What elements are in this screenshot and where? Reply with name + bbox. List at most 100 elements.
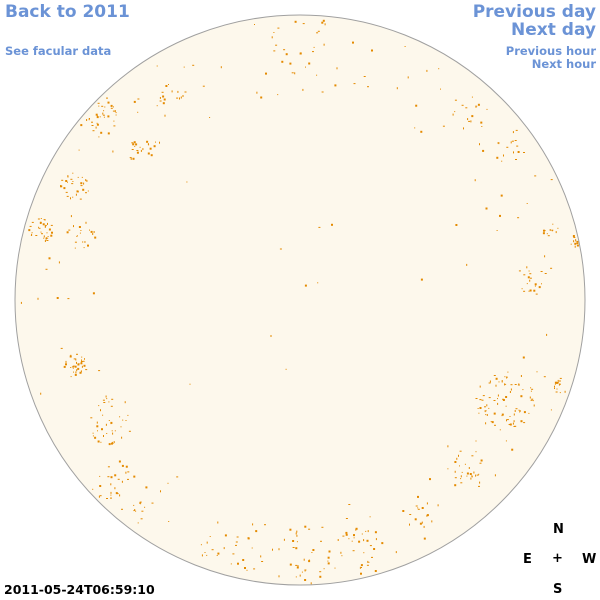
facular-point	[467, 118, 469, 121]
facular-point	[133, 510, 135, 512]
facular-point	[544, 255, 546, 258]
facular-point	[72, 172, 74, 174]
facular-point	[113, 106, 114, 108]
facular-point	[321, 91, 324, 93]
facular-point	[76, 369, 78, 372]
facular-point	[534, 285, 536, 287]
facular-point	[204, 552, 206, 553]
facular-point	[497, 142, 500, 144]
facular-point	[555, 231, 557, 234]
facular-point	[360, 572, 362, 575]
facular-point	[447, 468, 449, 470]
facular-point	[77, 367, 80, 370]
facular-point	[87, 244, 89, 247]
facular-point	[76, 235, 78, 237]
facular-point	[97, 430, 98, 432]
next-hour-link[interactable]: Next hour	[531, 57, 596, 71]
facular-point	[285, 368, 287, 370]
facular-point	[124, 401, 126, 404]
facular-point	[371, 556, 373, 558]
see-facular-data-link[interactable]: See facular data	[5, 44, 112, 58]
facular-point	[283, 49, 286, 51]
facular-point	[454, 99, 457, 101]
facular-point	[478, 473, 480, 475]
facular-point	[361, 567, 362, 568]
facular-point	[83, 364, 86, 367]
facular-point	[550, 179, 553, 181]
facular-point	[70, 376, 72, 378]
facular-point	[125, 471, 127, 474]
facular-point	[202, 85, 205, 87]
facular-point	[47, 236, 49, 237]
facular-point	[297, 565, 299, 568]
next-day-link[interactable]: Next day	[511, 20, 596, 40]
facular-point	[128, 430, 131, 432]
facular-point	[137, 522, 139, 524]
facular-point	[316, 74, 318, 76]
previous-day-link[interactable]: Previous day	[472, 2, 596, 22]
facular-point	[520, 420, 523, 423]
facular-point	[294, 72, 296, 75]
facular-point	[296, 534, 298, 537]
facular-point	[573, 240, 575, 243]
facular-point	[529, 279, 531, 282]
facular-point	[543, 229, 545, 232]
facular-point	[353, 83, 356, 85]
facular-point	[67, 175, 69, 178]
facular-point	[493, 375, 496, 376]
facular-point	[480, 459, 483, 462]
facular-point	[180, 96, 182, 99]
facular-point	[501, 413, 504, 416]
facular-point	[527, 276, 530, 279]
facular-point	[63, 187, 66, 190]
facular-point	[275, 44, 278, 46]
facular-point	[366, 564, 369, 566]
facular-point	[426, 514, 429, 517]
facular-point	[471, 476, 473, 478]
facular-point	[540, 271, 543, 272]
facular-point	[107, 115, 110, 118]
facular-point	[260, 96, 263, 99]
facular-point	[355, 527, 358, 530]
facular-point	[74, 247, 76, 249]
facular-point	[110, 491, 112, 494]
facular-point	[133, 504, 135, 506]
facular-point	[167, 482, 169, 484]
facular-point	[256, 91, 258, 94]
facular-point	[466, 472, 469, 475]
facular-point	[529, 273, 532, 275]
facular-point	[546, 333, 548, 336]
facular-point	[520, 375, 522, 377]
facular-point	[85, 179, 87, 182]
facular-point	[304, 579, 307, 581]
facular-point	[206, 554, 208, 556]
facular-point	[559, 377, 562, 379]
facular-point	[509, 391, 511, 393]
facular-point	[404, 46, 406, 47]
facular-point	[72, 367, 74, 369]
facular-point	[535, 293, 538, 295]
back-to-year-link[interactable]: Back to 2011	[5, 2, 130, 22]
facular-point	[281, 60, 284, 63]
previous-hour-link[interactable]: Previous hour	[505, 44, 596, 58]
facular-point	[576, 240, 579, 243]
facular-point	[546, 233, 548, 235]
facular-point	[554, 385, 555, 388]
facular-point	[66, 231, 69, 234]
facular-point	[479, 143, 480, 146]
facular-point	[295, 576, 297, 578]
facular-point	[513, 413, 515, 416]
facular-point	[460, 478, 462, 480]
facular-point	[72, 365, 75, 367]
facular-point	[488, 382, 491, 384]
facular-point	[369, 545, 372, 547]
facular-point	[106, 398, 108, 400]
facular-point	[73, 225, 74, 228]
facular-point	[471, 455, 474, 457]
facular-point	[81, 359, 82, 361]
facular-point	[317, 282, 319, 284]
facular-point	[454, 470, 456, 473]
facular-point	[402, 510, 405, 512]
facular-point	[112, 110, 115, 112]
facular-point	[73, 358, 76, 360]
